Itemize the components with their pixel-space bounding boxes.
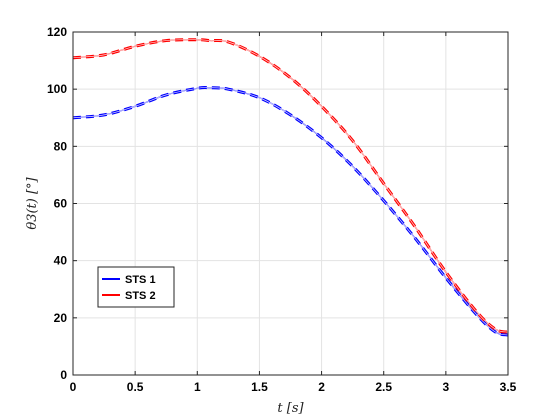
y-tick-label: 100 xyxy=(47,82,67,96)
legend: STS 1 STS 2 xyxy=(97,266,175,308)
y-tick-label: 0 xyxy=(60,368,67,382)
series-highlight-sts-2 xyxy=(72,39,509,333)
series-highlight-sts-1 xyxy=(72,87,509,336)
plot-frame xyxy=(72,31,509,376)
x-tick-labels: 0 0.5 1 1.5 2 2.5 3 3.5 xyxy=(70,380,517,394)
x-tick-label: 3 xyxy=(443,380,450,394)
x-tick-label: 1 xyxy=(194,380,201,394)
x-tick-label: 0 xyxy=(70,380,77,394)
y-tick-label: 120 xyxy=(47,25,67,39)
x-tick-label: 0.5 xyxy=(127,380,144,394)
x-axis-label: t [s] xyxy=(277,401,304,416)
x-tick-label: 2 xyxy=(318,380,325,394)
y-tick-labels: 0 20 40 60 80 100 120 xyxy=(47,25,67,382)
y-tick-label: 20 xyxy=(54,311,68,325)
legend-label-sts-2: STS 2 xyxy=(125,290,156,302)
y-tick-label: 60 xyxy=(54,197,68,211)
x-tick-label: 2.5 xyxy=(375,380,392,394)
y-axis-label: θ3(t) [°] xyxy=(25,176,40,229)
x-tick-label: 1.5 xyxy=(251,380,268,394)
y-tick-label: 40 xyxy=(54,254,68,268)
series-layer xyxy=(72,38,509,337)
y-tick-label: 80 xyxy=(54,139,68,153)
x-tick-label: 3.5 xyxy=(500,380,517,394)
legend-box xyxy=(97,266,175,308)
legend-label-sts-1: STS 1 xyxy=(125,274,156,286)
